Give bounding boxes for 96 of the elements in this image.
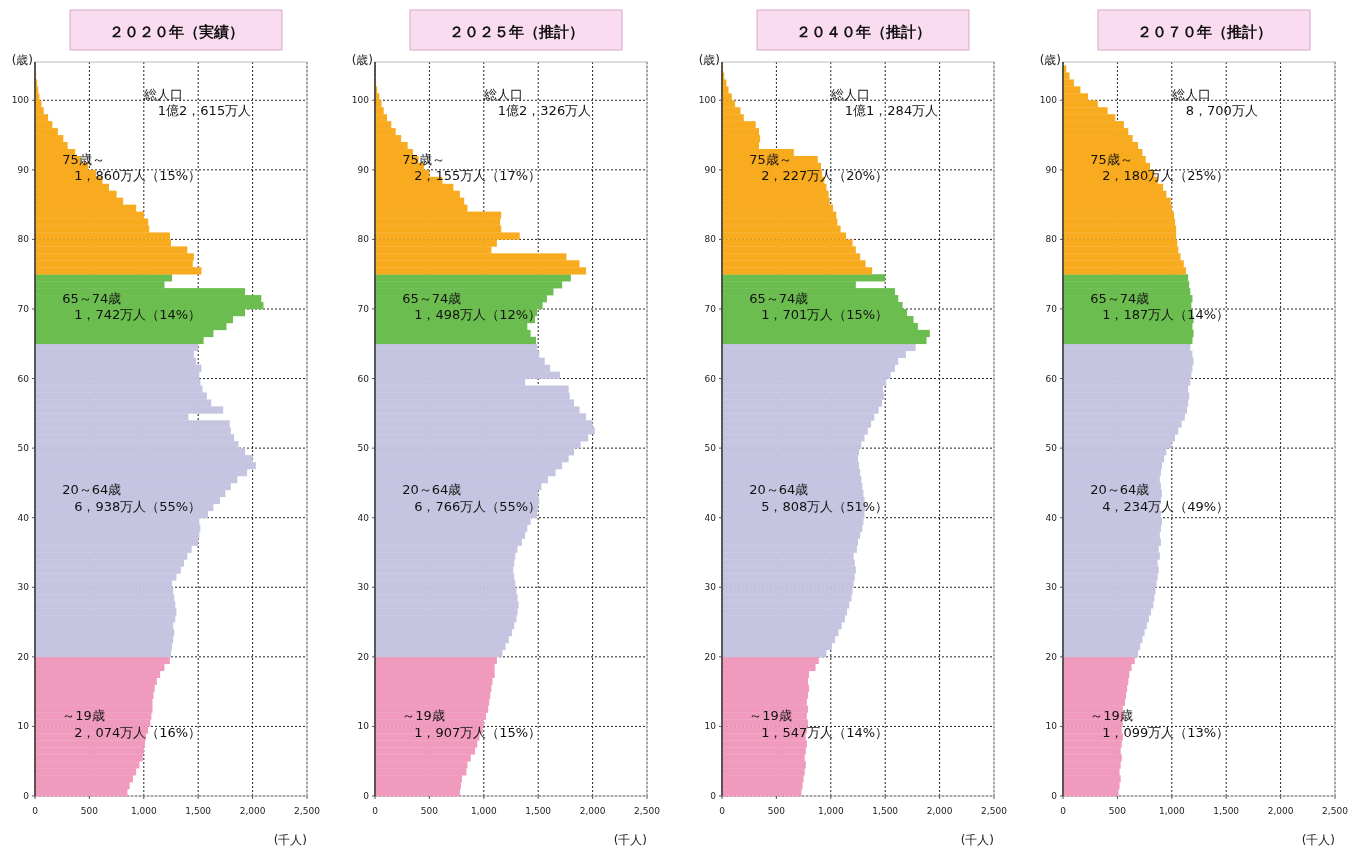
x-tick-label: 2,000 bbox=[239, 806, 266, 816]
y-tick-label: 30 bbox=[704, 582, 717, 593]
x-tick-label: 500 bbox=[767, 806, 786, 816]
y-tick-label: 0 bbox=[363, 791, 370, 801]
y-tick-label: 80 bbox=[17, 234, 30, 245]
y-tick-label: 80 bbox=[704, 234, 717, 245]
y-tick-label: 60 bbox=[1045, 373, 1058, 384]
y-tick-label: 30 bbox=[357, 582, 370, 593]
x-tick-label: 1,000 bbox=[470, 806, 497, 816]
annotation: ～19歳 1，547万人（14%） bbox=[749, 708, 889, 740]
y-tick-label: 10 bbox=[704, 721, 717, 732]
annotation: 20～64歳 6，766万人（55%） bbox=[402, 482, 542, 514]
x-tick-label: 1,500 bbox=[185, 806, 212, 816]
y-tick-label: 100 bbox=[351, 95, 370, 106]
y-tick-label: 0 bbox=[23, 791, 30, 801]
x-tick-label: 2,500 bbox=[634, 806, 661, 816]
y-tick-label: 20 bbox=[1045, 651, 1058, 662]
y-tick-label: 100 bbox=[1039, 95, 1058, 106]
x-tick-label: 500 bbox=[1108, 806, 1127, 816]
annotation: ～19歳 1，099万人（13%） bbox=[1090, 708, 1230, 740]
x-tick-label: 2,000 bbox=[926, 806, 953, 816]
annotation: 20～64歳 6，938万人（55%） bbox=[62, 482, 202, 514]
y-tick-label: 10 bbox=[1045, 721, 1058, 732]
y-tick-label: 70 bbox=[704, 303, 717, 314]
chart-title: ２０２５年（推計） bbox=[448, 23, 584, 41]
y-tick-label: 60 bbox=[704, 373, 717, 384]
annotation: 総人口 1億2，615万人 bbox=[142, 86, 252, 118]
annotation: 20～64歳 4，234万人（49%） bbox=[1090, 482, 1230, 514]
chart-title: ２０７０年（推計） bbox=[1136, 23, 1272, 41]
x-tick-label: 1,000 bbox=[817, 806, 844, 816]
y-tick-label: 90 bbox=[17, 164, 30, 175]
annotation: 20～64歳 5，808万人（51%） bbox=[749, 482, 889, 514]
y-tick-label: 50 bbox=[1045, 443, 1058, 454]
y-axis-title: (歳) bbox=[698, 53, 720, 67]
x-tick-label: 2,500 bbox=[981, 806, 1008, 816]
y-tick-label: 30 bbox=[1045, 582, 1058, 593]
x-tick-label: 1,500 bbox=[872, 806, 899, 816]
x-tick-label: 0 bbox=[1060, 806, 1067, 816]
y-tick-label: 90 bbox=[704, 164, 717, 175]
y-tick-label: 10 bbox=[17, 721, 30, 732]
x-tick-label: 0 bbox=[32, 806, 39, 816]
x-axis-title: (千人) bbox=[613, 833, 647, 847]
y-tick-label: 60 bbox=[357, 373, 370, 384]
x-tick-label: 0 bbox=[719, 806, 726, 816]
chart-title: ２０２０年（実績） bbox=[108, 23, 244, 41]
x-tick-label: 500 bbox=[420, 806, 439, 816]
x-axis-title: (千人) bbox=[1301, 833, 1335, 847]
annotation: 65～74歳 1，498万人（12%） bbox=[402, 290, 542, 323]
annotation: 総人口 8，700万人 bbox=[1170, 86, 1258, 118]
y-tick-label: 90 bbox=[357, 164, 370, 175]
y-tick-label: 10 bbox=[357, 721, 370, 732]
y-axis-title: (歳) bbox=[351, 53, 373, 67]
annotation: 総人口 1億2，326万人 bbox=[482, 86, 592, 118]
y-tick-label: 100 bbox=[11, 95, 30, 106]
y-tick-label: 40 bbox=[357, 512, 370, 523]
y-axis-title: (歳) bbox=[1039, 53, 1061, 67]
annotation: 65～74歳 1，742万人（14%） bbox=[62, 290, 202, 323]
x-tick-label: 2,000 bbox=[1267, 806, 1294, 816]
y-axis-title: (歳) bbox=[11, 53, 33, 67]
y-tick-label: 80 bbox=[1045, 234, 1058, 245]
y-tick-label: 70 bbox=[1045, 303, 1058, 314]
y-tick-label: 20 bbox=[704, 651, 717, 662]
y-tick-label: 40 bbox=[704, 512, 717, 523]
annotation: 65～74歳 1，701万人（15%） bbox=[749, 290, 889, 323]
x-axis-title: (千人) bbox=[960, 833, 994, 847]
x-axis-title: (千人) bbox=[273, 833, 307, 847]
annotation: ～19歳 2，074万人（16%） bbox=[62, 708, 202, 740]
y-tick-label: 60 bbox=[17, 373, 30, 384]
y-tick-label: 70 bbox=[357, 303, 370, 314]
x-tick-label: 0 bbox=[372, 806, 379, 816]
x-tick-label: 1,500 bbox=[1213, 806, 1240, 816]
y-tick-label: 20 bbox=[357, 651, 370, 662]
x-tick-label: 1,000 bbox=[1158, 806, 1185, 816]
x-tick-label: 500 bbox=[80, 806, 99, 816]
y-tick-label: 80 bbox=[357, 234, 370, 245]
chart-title: ２０４０年（推計） bbox=[795, 23, 931, 41]
y-tick-label: 90 bbox=[1045, 164, 1058, 175]
y-tick-label: 40 bbox=[1045, 512, 1058, 523]
x-tick-label: 2,500 bbox=[1322, 806, 1349, 816]
x-tick-label: 2,000 bbox=[579, 806, 606, 816]
x-tick-label: 1,500 bbox=[525, 806, 552, 816]
annotation: 75歳～ 2，155万人（17%） bbox=[402, 151, 542, 184]
y-tick-label: 20 bbox=[17, 651, 30, 662]
y-tick-label: 50 bbox=[704, 443, 717, 454]
y-tick-label: 70 bbox=[17, 303, 30, 314]
y-tick-label: 0 bbox=[710, 791, 717, 801]
x-tick-label: 1,000 bbox=[130, 806, 157, 816]
x-tick-label: 2,500 bbox=[294, 806, 321, 816]
y-tick-label: 0 bbox=[1051, 791, 1058, 801]
annotation: 総人口 1億1，284万人 bbox=[829, 86, 939, 118]
y-tick-label: 40 bbox=[17, 512, 30, 523]
y-tick-label: 50 bbox=[17, 443, 30, 454]
y-tick-label: 30 bbox=[17, 582, 30, 593]
annotation: ～19歳 1，907万人（15%） bbox=[402, 708, 542, 740]
y-tick-label: 50 bbox=[357, 443, 370, 454]
y-tick-label: 100 bbox=[698, 95, 717, 106]
